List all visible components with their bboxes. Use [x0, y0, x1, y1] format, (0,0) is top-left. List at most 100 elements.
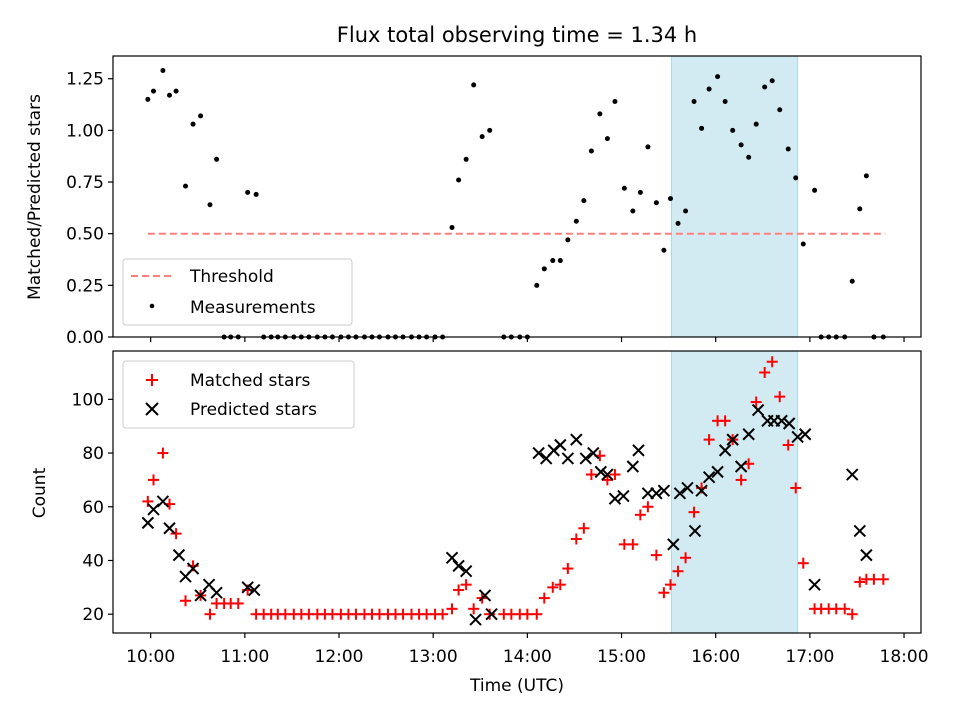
- x-axis-label: Time (UTC): [469, 676, 564, 696]
- measurement-point: [668, 196, 674, 202]
- ratio-panel: 0.00 0.25 0.50 0.75 1.00 1.25 Matched/Predict…: [25, 55, 922, 348]
- count-y-axis-ticks: 20 40 60 80 100: [72, 390, 113, 625]
- predicted-star-marker: [673, 487, 687, 500]
- matched-star-marker: [703, 434, 715, 446]
- measurement-point: [857, 206, 863, 212]
- matched-legend-swatch: [146, 374, 158, 386]
- y-tick-label: 0.75: [66, 173, 104, 193]
- predicted-star-marker: [241, 581, 254, 594]
- matched-star-marker: [147, 474, 159, 486]
- highlight-band: [670, 55, 799, 338]
- predicted-star-marker: [711, 465, 724, 479]
- predicted-star-marker: [601, 468, 614, 481]
- measurement-point: [800, 241, 806, 247]
- ratio-panel-frame: [112, 55, 922, 338]
- measurement-point: [597, 111, 603, 117]
- matched-star-marker: [672, 565, 684, 577]
- measurement-point: [183, 183, 189, 189]
- measurement-point: [207, 202, 213, 208]
- predicted-star-marker: [791, 430, 804, 444]
- predicted-star-marker: [570, 433, 583, 446]
- measurement-point: [541, 266, 547, 272]
- measurement-point: [849, 278, 855, 284]
- predicted-legend-label: Predicted stars: [190, 400, 317, 420]
- predicted-star-marker: [702, 471, 716, 484]
- measurement-point: [150, 88, 156, 94]
- matched-star-marker: [531, 608, 543, 620]
- matched-star-marker: [484, 608, 496, 620]
- measurement-point: [471, 82, 477, 88]
- matched-star-marker: [650, 549, 662, 561]
- measurement-point: [793, 175, 799, 181]
- matched-star-marker: [521, 608, 533, 620]
- measurement-point: [449, 224, 455, 230]
- y-tick-label: 40: [82, 551, 104, 571]
- predicted-star-marker: [163, 522, 176, 535]
- count-legend-box: [122, 360, 355, 429]
- measurement-point: [145, 96, 151, 102]
- count-y-axis-label: Count: [30, 467, 50, 518]
- matched-star-marker: [554, 579, 566, 591]
- x-tick-label: 11:00: [220, 647, 269, 667]
- predicted-star-marker: [445, 551, 459, 565]
- measurement-point: [557, 258, 563, 264]
- matched-star-marker: [846, 608, 858, 620]
- measurement-point: [863, 173, 869, 179]
- predicted-star-marker: [172, 548, 186, 562]
- y-tick-label: 60: [82, 498, 104, 518]
- predicted-star-marker: [617, 489, 630, 503]
- predicted-star-marker: [469, 613, 482, 626]
- matched-star-marker: [680, 552, 692, 564]
- predicted-star-marker: [478, 589, 492, 602]
- measurement-point: [534, 282, 540, 288]
- measurement-point: [253, 191, 259, 197]
- predicted-stars-points: [141, 403, 873, 626]
- x-tick-label: 14:00: [503, 647, 552, 667]
- measurement-point: [738, 142, 744, 148]
- predicted-star-marker: [734, 460, 748, 473]
- x-tick-label: 12:00: [315, 647, 364, 667]
- figure-title: Flux total observing time = 1.34 h: [337, 23, 697, 47]
- y-tick-label: 1.25: [66, 70, 104, 90]
- matched-star-marker: [642, 501, 654, 513]
- measurement-point: [746, 154, 752, 160]
- count-x-axis-ticks: 10:00 11:00 12:00 13:00 14:00 15:00 16:00 17:00…: [126, 633, 929, 667]
- matched-star-marker: [538, 592, 550, 604]
- measurement-point: [715, 74, 721, 80]
- predicted-star-marker: [485, 607, 498, 621]
- predicted-star-marker: [579, 452, 592, 465]
- predicted-star-marker: [650, 487, 663, 500]
- matched-star-marker: [665, 579, 677, 591]
- matched-star-marker: [790, 482, 802, 494]
- predicted-star-marker: [808, 578, 821, 591]
- measurement-point: [479, 134, 485, 140]
- predicted-star-marker: [561, 452, 575, 465]
- predicted-star-marker: [186, 562, 200, 575]
- matched-star-marker: [204, 608, 216, 620]
- measurement-point: [812, 187, 818, 193]
- y-tick-label: 100: [72, 390, 104, 410]
- measurement-point: [769, 78, 775, 84]
- measurement-point: [785, 146, 791, 152]
- predicted-star-marker: [194, 589, 207, 602]
- x-tick-label: 13:00: [409, 647, 458, 667]
- predicted-star-marker: [587, 446, 600, 460]
- predicted-star-marker: [210, 586, 223, 599]
- measurement-point: [653, 200, 659, 206]
- predicted-star-marker: [608, 492, 622, 505]
- predicted-star-marker: [248, 583, 261, 597]
- matched-legend-label: Matched stars: [190, 371, 310, 391]
- measurement-point: [167, 92, 173, 98]
- measurement-point: [762, 84, 768, 90]
- predicted-star-marker: [726, 433, 739, 446]
- predicted-star-marker: [782, 417, 796, 430]
- measurement-point: [245, 189, 251, 195]
- y-tick-label: 0.25: [66, 276, 104, 296]
- measurement-point: [612, 98, 618, 104]
- measurement-point: [565, 237, 571, 243]
- matched-star-marker: [453, 584, 465, 596]
- predicted-star-marker: [459, 565, 473, 578]
- predicted-star-marker: [156, 495, 170, 508]
- matched-star-marker: [578, 522, 590, 534]
- measurement-point: [637, 189, 643, 195]
